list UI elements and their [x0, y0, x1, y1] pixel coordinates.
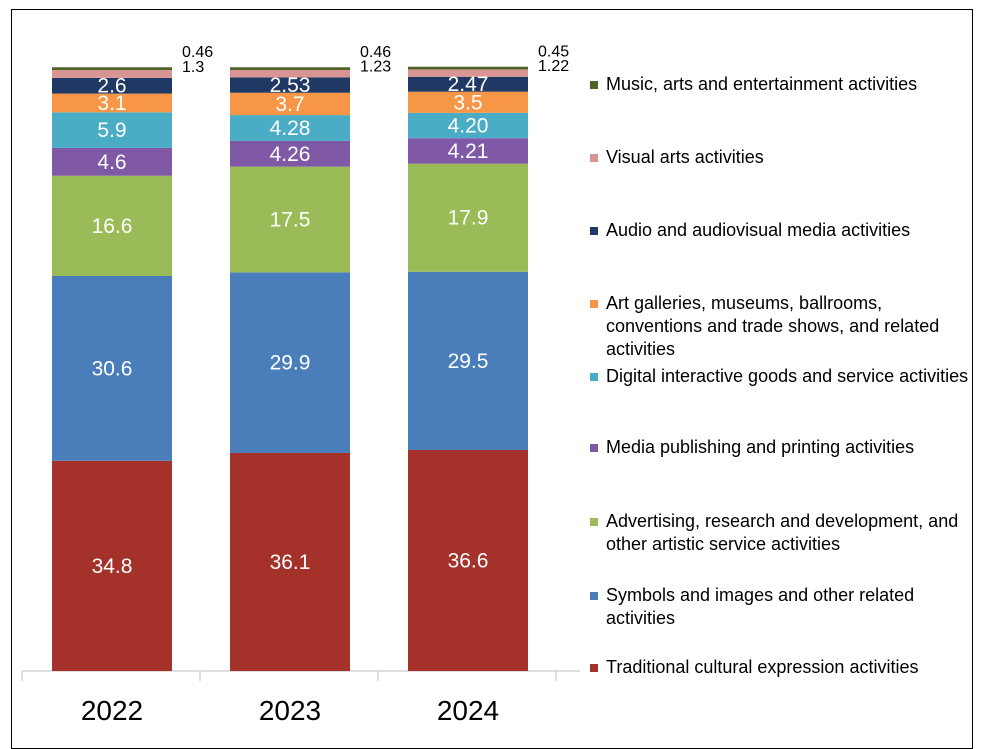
bar-segment-2023-7	[230, 70, 350, 78]
bar-segment-2024-0	[408, 449, 528, 671]
bar-segment-2024-4	[408, 112, 528, 139]
data-label-2023-5: 3.7	[275, 93, 304, 116]
legend-item: Traditional cultural expression activiti…	[590, 656, 976, 679]
data-label-2022-3: 4.6	[97, 151, 126, 174]
data-label-2024-7: 1.22	[538, 58, 569, 75]
bar-segment-2022-6	[52, 77, 172, 94]
bar-segment-2024-5	[408, 91, 528, 113]
bar-segment-2023-4	[230, 115, 350, 141]
data-label-2022-2: 16.6	[92, 215, 133, 238]
data-label-2022-6: 2.6	[97, 75, 126, 98]
data-label-2023-6: 2.53	[270, 74, 311, 97]
legend-item: Advertising, research and development, a…	[590, 510, 976, 556]
legend-item: Audio and audiovisual media activities	[590, 219, 976, 242]
legend-label: Symbols and images and other related act…	[606, 585, 915, 628]
bar-segment-2022-8	[52, 67, 172, 71]
data-label-2022-0: 34.8	[92, 555, 133, 578]
bar-segment-2023-6	[230, 77, 350, 93]
bar-segment-2024-2	[408, 163, 528, 272]
legend-label: Audio and audiovisual media activities	[606, 220, 911, 240]
x-tick-label-2024: 2024	[437, 695, 499, 726]
data-label-2024-5: 3.5	[453, 91, 482, 114]
legend-item: Art galleries, museums, ballrooms, conve…	[590, 292, 976, 361]
legend-item: Digital interactive goods and service ac…	[590, 365, 976, 388]
data-label-2024-0: 36.6	[448, 549, 489, 572]
legend-swatch	[590, 373, 598, 381]
bar-segment-2023-8	[230, 67, 350, 71]
bar-segment-2022-3	[52, 147, 172, 176]
legend-label: Art galleries, museums, ballrooms, conve…	[606, 293, 940, 359]
legend-swatch	[590, 227, 598, 235]
data-label-2024-6: 2.47	[448, 73, 489, 96]
bar-segment-2022-4	[52, 112, 172, 148]
legend-label: Traditional cultural expression activiti…	[606, 657, 919, 677]
data-label-2022-1: 30.6	[92, 357, 133, 380]
legend-label: Visual arts activities	[606, 147, 764, 167]
legend-label: Media publishing and printing activities	[606, 437, 915, 457]
data-label-2022-8: 0.46	[182, 44, 213, 61]
data-label-2023-1: 29.9	[270, 352, 311, 375]
legend-swatch	[590, 518, 598, 526]
bar-segment-2024-8	[408, 66, 528, 70]
data-label-2022-5: 3.1	[97, 92, 126, 115]
bar-segment-2022-7	[52, 70, 172, 78]
bar-segment-2023-5	[230, 92, 350, 116]
x-tick-label-2023: 2023	[259, 695, 321, 726]
bar-segment-2024-3	[408, 138, 528, 164]
legend-swatch	[590, 444, 598, 452]
legend-swatch	[590, 154, 598, 162]
x-tick-label-2022: 2022	[81, 695, 143, 726]
data-label-2024-8: 0.45	[538, 44, 569, 61]
bar-segment-2024-6	[408, 76, 528, 92]
bar-segment-2022-5	[52, 93, 172, 113]
data-label-2024-1: 29.5	[448, 350, 489, 373]
legend-item: Symbols and images and other related act…	[590, 584, 976, 630]
bar-segment-2023-2	[230, 166, 350, 273]
bar-segment-2024-1	[408, 271, 528, 450]
legend-label: Music, arts and entertainment activities	[606, 74, 918, 94]
data-label-2024-4: 4.20	[448, 115, 489, 138]
bar-segment-2022-1	[52, 275, 172, 461]
bar-segment-2023-0	[230, 452, 350, 671]
legend-swatch	[590, 664, 598, 672]
bar-segment-2023-3	[230, 140, 350, 167]
legend-swatch	[590, 592, 598, 600]
data-label-2023-8: 0.46	[360, 44, 391, 61]
legend-item: Media publishing and printing activities	[590, 436, 976, 459]
data-label-2022-4: 5.9	[97, 119, 126, 142]
data-label-2023-0: 36.1	[270, 551, 311, 574]
legend-label: Advertising, research and development, a…	[606, 511, 959, 554]
data-label-2023-2: 17.5	[270, 209, 311, 232]
data-label-2024-3: 4.21	[448, 140, 489, 163]
data-label-2023-4: 4.28	[270, 117, 311, 140]
bar-segment-2022-2	[52, 175, 172, 276]
bar-segment-2023-1	[230, 272, 350, 453]
bar-segment-2024-7	[408, 69, 528, 77]
data-label-2024-2: 17.9	[448, 207, 489, 230]
legend-swatch	[590, 81, 598, 89]
legend-label: Digital interactive goods and service ac…	[606, 366, 969, 386]
bar-segment-2022-0	[52, 460, 172, 671]
legend-item: Music, arts and entertainment activities	[590, 73, 976, 96]
data-label-2023-3: 4.26	[270, 143, 311, 166]
legend-swatch	[590, 300, 598, 308]
data-label-2022-7: 1.3	[182, 59, 204, 76]
legend-item: Visual arts activities	[590, 146, 976, 169]
data-label-2023-7: 1.23	[360, 58, 391, 75]
